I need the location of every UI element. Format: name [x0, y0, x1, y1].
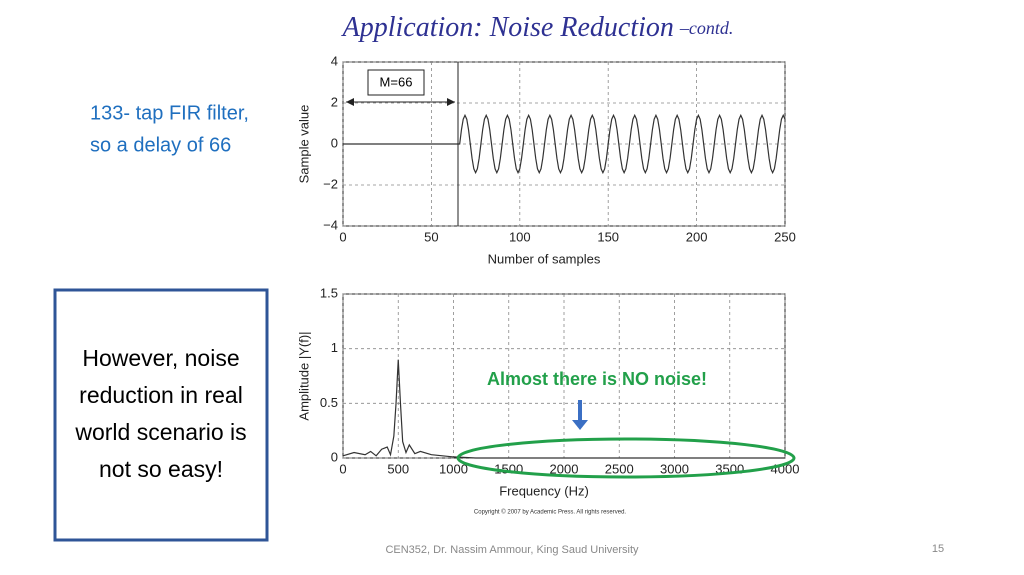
box-text: not so easy! — [99, 456, 223, 482]
x-tick-label: 0 — [339, 229, 346, 244]
y-tick-label: 2 — [331, 94, 338, 109]
x-tick-label: 250 — [774, 229, 796, 244]
title-suffix: –contd. — [679, 18, 734, 38]
x-tick-label: 2000 — [550, 461, 579, 476]
x-tick-label: 0 — [339, 461, 346, 476]
note-box — [53, 288, 269, 542]
x-tick-label: 100 — [509, 229, 531, 244]
x-tick-label: 500 — [387, 461, 409, 476]
x-axis-label: Frequency (Hz) — [499, 483, 589, 498]
title-main: Application: Noise Reduction — [341, 12, 674, 43]
y-tick-label: 4 — [331, 53, 338, 68]
y-axis-label: Sample value — [296, 105, 311, 184]
annotation: Almost there is NO noise! — [487, 369, 707, 389]
x-tick-label: 50 — [424, 229, 438, 244]
copyright: Copyright © 2007 by Academic Press. All … — [474, 509, 626, 516]
y-tick-label: 1.5 — [320, 285, 338, 300]
y-tick-label: −4 — [323, 217, 338, 232]
annotation-box — [367, 69, 425, 96]
y-axis-label: Amplitude |Y(f)| — [296, 331, 311, 420]
data-line — [343, 113, 786, 175]
box-text: reduction in real — [79, 382, 243, 408]
slide-title: Application: Noise Reduction –contd. — [341, 12, 734, 43]
y-tick-label: 1 — [331, 340, 338, 355]
x-tick-label: 150 — [597, 229, 619, 244]
highlight-ellipse — [456, 437, 796, 479]
data-line — [342, 359, 785, 459]
y-tick-label: −2 — [323, 176, 338, 191]
y-tick-label: 0 — [331, 135, 338, 150]
annotation: M=66 — [380, 74, 413, 89]
pointer-head — [572, 420, 588, 430]
page-number: 15 — [932, 543, 944, 555]
footer: CEN352, Dr. Nassim Ammour, King Saud Uni… — [385, 544, 639, 556]
x-axis-label: Number of samples — [488, 251, 601, 266]
box-text: world scenario is — [74, 419, 246, 445]
x-tick-label: 2500 — [605, 461, 634, 476]
y-tick-label: 0 — [331, 449, 338, 464]
side-note: so a delay of 66 — [90, 134, 231, 156]
y-tick-label: 0.5 — [320, 395, 338, 410]
side-note: 133- tap FIR filter, — [90, 102, 249, 124]
x-tick-label: 200 — [686, 229, 708, 244]
x-tick-label: 1000 — [439, 461, 468, 476]
box-text: However, noise — [82, 345, 239, 371]
x-tick-label: 3000 — [660, 461, 689, 476]
